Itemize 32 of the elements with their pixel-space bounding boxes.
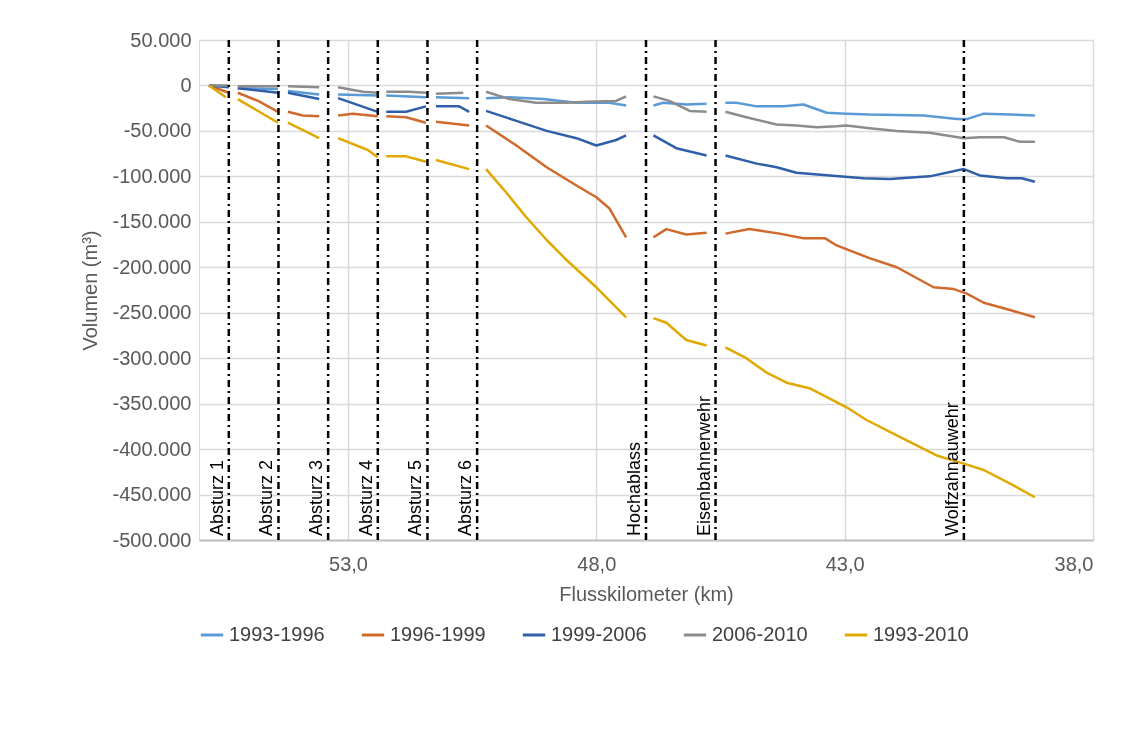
ref-line-label: Wolfzahnauwehr [941,402,962,536]
legend-label: 1993-1996 [229,623,325,645]
x-tick-label: 43,0 [825,552,865,575]
y-tick-label: -350.000 [112,392,192,415]
legend-label: 1996-1999 [390,623,486,645]
x-tick-label: 53,0 [329,552,368,575]
ref-line-label: Hochablass [624,441,644,536]
y-tick-label: 50.000 [130,28,192,51]
legend-label: 1999-2006 [551,623,647,645]
x-axis-title: Flusskilometer (km) [559,582,734,605]
y-tick-label: -150.000 [112,210,192,233]
ref-line-label: Absturz 6 [455,459,476,536]
y-tick-label: -300.000 [112,346,192,369]
legend-label: 2006-2010 [712,623,808,645]
ref-line-label: Absturz 3 [306,459,327,536]
x-tick-label: 48,0 [577,552,617,575]
y-tick-label: -400.000 [112,437,192,460]
y-tick-label: -450.000 [112,483,192,506]
y-axis-title: Volumen (m³) [78,230,101,351]
ref-line-label: Eisenbahnerwehr [693,395,714,536]
legend-label: 1993-2010 [873,623,969,645]
ref-line-label: Absturz 4 [355,459,376,536]
x-tick-label: 38,0 [1054,552,1094,575]
y-tick-label: 0 [180,73,192,96]
ref-line-label: Absturz 2 [256,459,277,536]
y-tick-label: -250.000 [112,301,192,324]
ref-line-label: Absturz 5 [405,459,426,536]
y-tick-label: -50.000 [123,119,192,142]
ref-line-label: Absturz 1 [206,459,227,536]
y-tick-label: -100.000 [112,164,192,187]
y-tick-label: -500.000 [112,528,192,551]
y-tick-label: -200.000 [112,255,192,278]
